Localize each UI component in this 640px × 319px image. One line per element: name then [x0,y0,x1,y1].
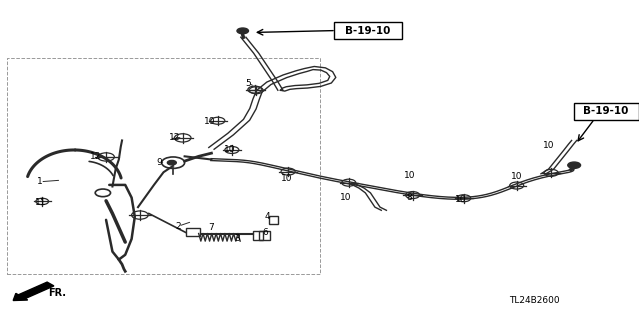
Text: 3: 3 [234,234,240,243]
Text: 8: 8 [406,193,412,202]
Text: 10: 10 [281,174,292,183]
Text: 10: 10 [204,117,216,126]
Text: 11: 11 [35,198,46,207]
Text: 10: 10 [511,173,522,182]
Text: 9: 9 [156,158,162,167]
Bar [269,216,278,224]
Circle shape [568,162,580,168]
Text: 10: 10 [543,141,554,150]
Text: 5: 5 [246,79,252,88]
Text: 10: 10 [223,145,235,154]
Circle shape [168,160,176,165]
Bar [259,231,269,241]
Text: 12: 12 [90,152,101,161]
Text: 6: 6 [263,228,269,237]
Text: TL24B2600: TL24B2600 [509,296,559,305]
FancyBboxPatch shape [573,103,639,120]
Bar [186,228,200,236]
Text: 4: 4 [265,212,271,221]
Circle shape [95,189,111,197]
Text: 2: 2 [175,222,181,231]
Text: 1: 1 [37,177,43,186]
Text: 10: 10 [404,171,415,180]
FancyBboxPatch shape [334,22,402,39]
Text: 12: 12 [169,133,180,142]
FancyArrow shape [13,282,54,300]
Text: B-19-10: B-19-10 [345,26,390,35]
Text: 10: 10 [455,195,467,204]
Text: 7: 7 [209,223,214,232]
Text: 10: 10 [340,193,351,202]
Bar [253,231,263,241]
Circle shape [237,28,248,34]
Text: FR.: FR. [49,288,67,298]
Text: B-19-10: B-19-10 [584,106,628,116]
